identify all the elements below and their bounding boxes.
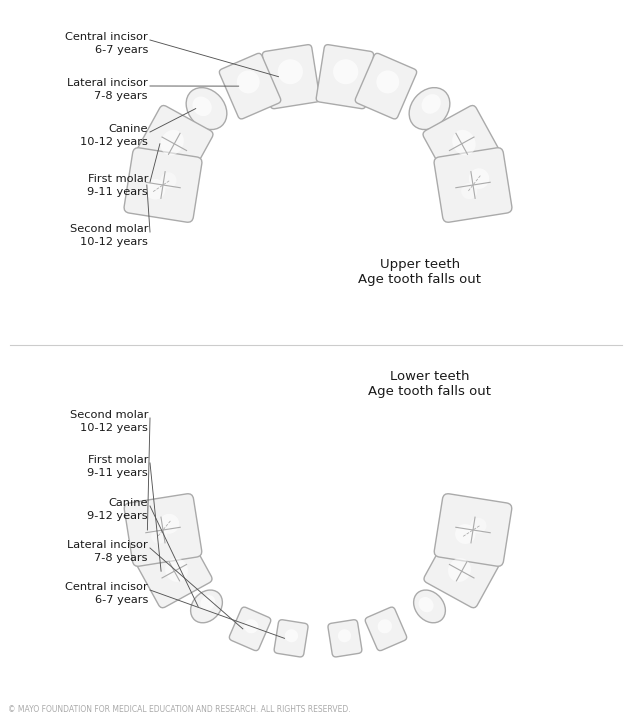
Text: Second molar: Second molar bbox=[70, 224, 148, 234]
Ellipse shape bbox=[422, 94, 441, 114]
Text: 6-7 years: 6-7 years bbox=[95, 595, 148, 605]
Text: 7-8 years: 7-8 years bbox=[95, 553, 148, 563]
FancyBboxPatch shape bbox=[219, 53, 281, 119]
FancyBboxPatch shape bbox=[125, 494, 202, 566]
Text: 9-11 years: 9-11 years bbox=[87, 468, 148, 478]
Text: Canine: Canine bbox=[109, 498, 148, 508]
Ellipse shape bbox=[193, 96, 212, 116]
Ellipse shape bbox=[200, 595, 216, 611]
Ellipse shape bbox=[277, 59, 303, 84]
Ellipse shape bbox=[285, 629, 298, 642]
FancyBboxPatch shape bbox=[229, 607, 270, 651]
Ellipse shape bbox=[161, 130, 184, 156]
Ellipse shape bbox=[159, 514, 179, 534]
Ellipse shape bbox=[448, 558, 471, 582]
Text: Second molar: Second molar bbox=[70, 410, 148, 420]
FancyBboxPatch shape bbox=[316, 45, 374, 109]
Text: 10-12 years: 10-12 years bbox=[80, 137, 148, 147]
FancyBboxPatch shape bbox=[424, 535, 499, 608]
FancyBboxPatch shape bbox=[434, 148, 512, 222]
Text: Upper teeth
Age tooth falls out: Upper teeth Age tooth falls out bbox=[358, 258, 482, 286]
Text: Central incisor: Central incisor bbox=[65, 582, 148, 592]
Ellipse shape bbox=[145, 179, 166, 199]
Ellipse shape bbox=[333, 59, 358, 84]
FancyBboxPatch shape bbox=[355, 53, 416, 119]
Ellipse shape bbox=[186, 88, 227, 130]
FancyBboxPatch shape bbox=[328, 620, 362, 657]
Ellipse shape bbox=[338, 629, 351, 642]
Ellipse shape bbox=[409, 88, 450, 130]
Text: First molar: First molar bbox=[87, 455, 148, 465]
Text: Central incisor: Central incisor bbox=[65, 32, 148, 42]
Ellipse shape bbox=[413, 590, 446, 623]
Text: First molar: First molar bbox=[87, 174, 148, 184]
Ellipse shape bbox=[452, 130, 476, 156]
FancyBboxPatch shape bbox=[365, 607, 406, 651]
FancyBboxPatch shape bbox=[137, 535, 212, 608]
FancyBboxPatch shape bbox=[434, 494, 512, 566]
Ellipse shape bbox=[191, 590, 222, 623]
FancyBboxPatch shape bbox=[423, 106, 501, 182]
Text: Lateral incisor: Lateral incisor bbox=[67, 540, 148, 550]
Text: © MAYO FOUNDATION FOR MEDICAL EDUCATION AND RESEARCH. ALL RIGHTS RESERVED.: © MAYO FOUNDATION FOR MEDICAL EDUCATION … bbox=[8, 705, 351, 714]
Text: Lower teeth
Age tooth falls out: Lower teeth Age tooth falls out bbox=[368, 370, 492, 398]
FancyBboxPatch shape bbox=[274, 620, 308, 657]
Ellipse shape bbox=[455, 524, 475, 544]
Ellipse shape bbox=[165, 558, 188, 582]
Text: 10-12 years: 10-12 years bbox=[80, 423, 148, 433]
Text: 9-11 years: 9-11 years bbox=[87, 187, 148, 197]
Text: 10-12 years: 10-12 years bbox=[80, 237, 148, 247]
Text: Canine: Canine bbox=[109, 124, 148, 134]
Ellipse shape bbox=[470, 518, 487, 534]
Ellipse shape bbox=[377, 71, 399, 94]
Ellipse shape bbox=[418, 597, 434, 612]
Text: 6-7 years: 6-7 years bbox=[95, 45, 148, 55]
Ellipse shape bbox=[378, 619, 392, 634]
Text: Lateral incisor: Lateral incisor bbox=[67, 78, 148, 88]
FancyBboxPatch shape bbox=[124, 148, 202, 222]
Ellipse shape bbox=[469, 168, 489, 189]
Ellipse shape bbox=[151, 528, 167, 544]
Ellipse shape bbox=[161, 172, 176, 189]
Ellipse shape bbox=[461, 183, 477, 199]
Ellipse shape bbox=[237, 71, 260, 94]
Ellipse shape bbox=[244, 619, 258, 634]
Text: 7-8 years: 7-8 years bbox=[95, 91, 148, 101]
FancyBboxPatch shape bbox=[136, 106, 213, 182]
FancyBboxPatch shape bbox=[262, 45, 320, 109]
Text: 9-12 years: 9-12 years bbox=[87, 511, 148, 521]
